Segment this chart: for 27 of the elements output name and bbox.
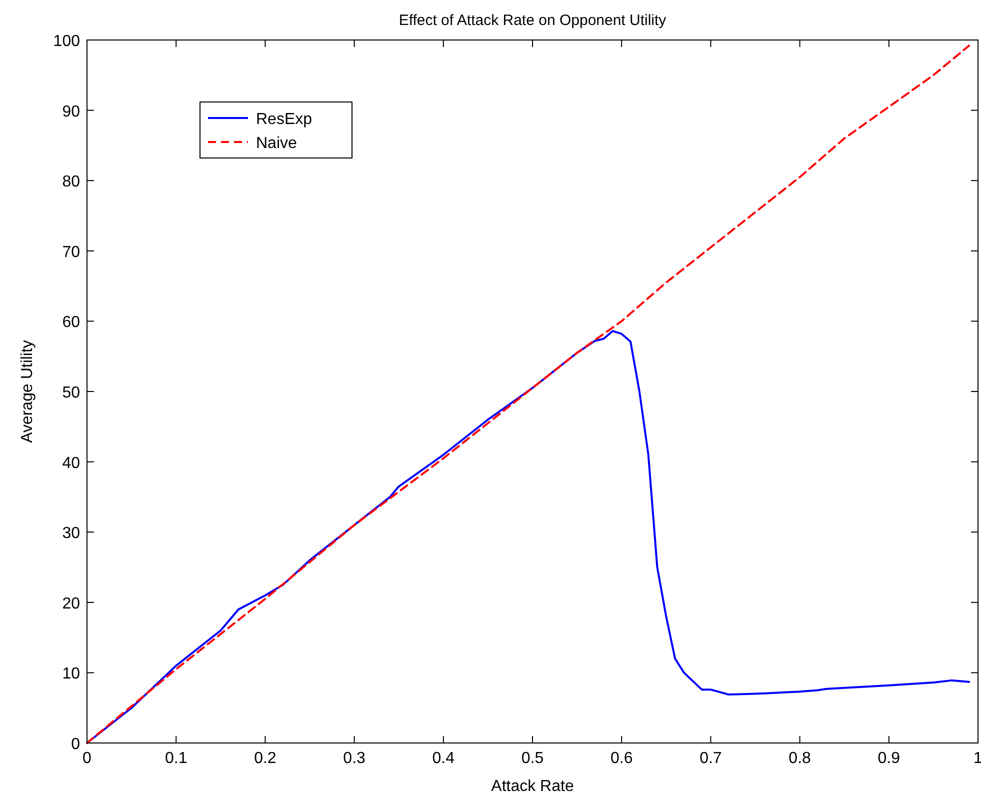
y-tick-label: 10 bbox=[62, 666, 80, 683]
x-tick-label: 0.2 bbox=[254, 750, 276, 767]
x-tick-label: 0.8 bbox=[788, 750, 812, 767]
legend-label: ResExp bbox=[256, 111, 312, 128]
y-tick-label: 90 bbox=[62, 103, 80, 120]
x-tick-label: 0.9 bbox=[878, 750, 900, 767]
x-tick-label: 0.1 bbox=[164, 750, 188, 767]
y-tick-label: 20 bbox=[62, 595, 80, 612]
y-axis-title: Average Utility bbox=[19, 340, 36, 443]
x-tick-label: 0.3 bbox=[343, 750, 366, 767]
x-tick-label: 0.7 bbox=[700, 750, 722, 767]
y-tick-label: 30 bbox=[62, 525, 80, 542]
x-tick-label: 0.4 bbox=[432, 750, 455, 767]
x-tick-label: 0 bbox=[82, 750, 92, 767]
y-tick-label: 0 bbox=[71, 736, 80, 753]
y-tick-label: 40 bbox=[62, 454, 80, 472]
y-tick-label: 50 bbox=[62, 384, 80, 402]
x-axis-title: Attack Rate bbox=[491, 778, 574, 795]
y-tick-label: 100 bbox=[53, 33, 80, 50]
x-tick-label: 0.5 bbox=[521, 750, 544, 767]
y-tick-label: 70 bbox=[62, 244, 80, 261]
legend-label: Naive bbox=[256, 135, 298, 152]
chart-title: Effect of Attack Rate on Opponent Utility bbox=[398, 12, 667, 29]
x-tick-label: 0.6 bbox=[610, 750, 633, 767]
y-tick-label: 80 bbox=[62, 174, 80, 191]
y-tick-label: 60 bbox=[62, 314, 80, 332]
line-series bbox=[86, 44, 970, 744]
